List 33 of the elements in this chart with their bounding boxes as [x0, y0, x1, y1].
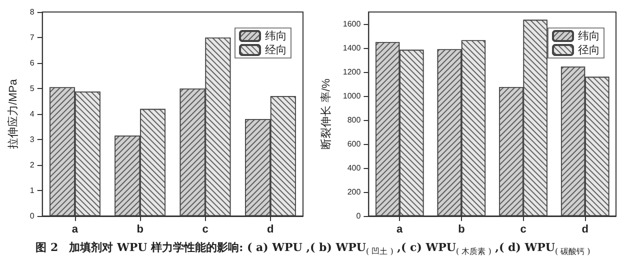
y-tick-label: 1000: [342, 92, 362, 100]
y-tick-label: 2: [30, 160, 35, 170]
y-tick-label: 4: [30, 110, 35, 118]
y-tick-label: 600: [347, 140, 362, 148]
x-tick-label: a: [396, 224, 404, 236]
y-tick-label: 1200: [342, 68, 362, 76]
y-tick-label: 0: [356, 212, 362, 220]
legend-label: 经向: [265, 44, 287, 56]
legend-label: 径向: [578, 44, 600, 56]
y-tick-label: 800: [347, 116, 362, 124]
y-tick-label: 1400: [342, 44, 362, 52]
y-tick-label: 3: [30, 135, 35, 144]
y-tick-label: 6: [30, 58, 35, 68]
x-tick-label: c: [520, 224, 526, 236]
y-axis-title: 拉伸应力/MPa: [6, 78, 20, 149]
x-tick-label: b: [136, 224, 144, 236]
y-tick-label: 1600: [342, 20, 362, 28]
x-tick-label: b: [458, 224, 466, 236]
y-tick-label: 1: [30, 186, 35, 195]
y-tick-label: 200: [347, 188, 362, 196]
y-tick-label: 8: [30, 8, 35, 16]
x-tick-label: a: [72, 224, 79, 236]
x-tick-label: d: [582, 224, 588, 236]
x-tick-label: d: [267, 224, 274, 236]
y-tick-label: 5: [30, 84, 35, 93]
legend-label: 纬向: [265, 30, 287, 42]
caption: 图 2 加填剂对 WPU 样力学性能的影响: ( a) WPU ,( b) WPU$_{( 凹土 )}$ ,( c) WPU$_{( 木质素 )}$ ,( d) WPU$_{( 碳酸钙 )}$: [34, 240, 592, 258]
y-tick-label: 0: [30, 212, 35, 220]
y-tick-label: 7: [30, 33, 35, 42]
y-axis-title: 断裂伸长 率/%: [320, 78, 332, 150]
y-tick-label: 400: [347, 164, 362, 172]
legend-label: 纬向: [578, 30, 600, 42]
x-tick-label: c: [202, 224, 208, 236]
